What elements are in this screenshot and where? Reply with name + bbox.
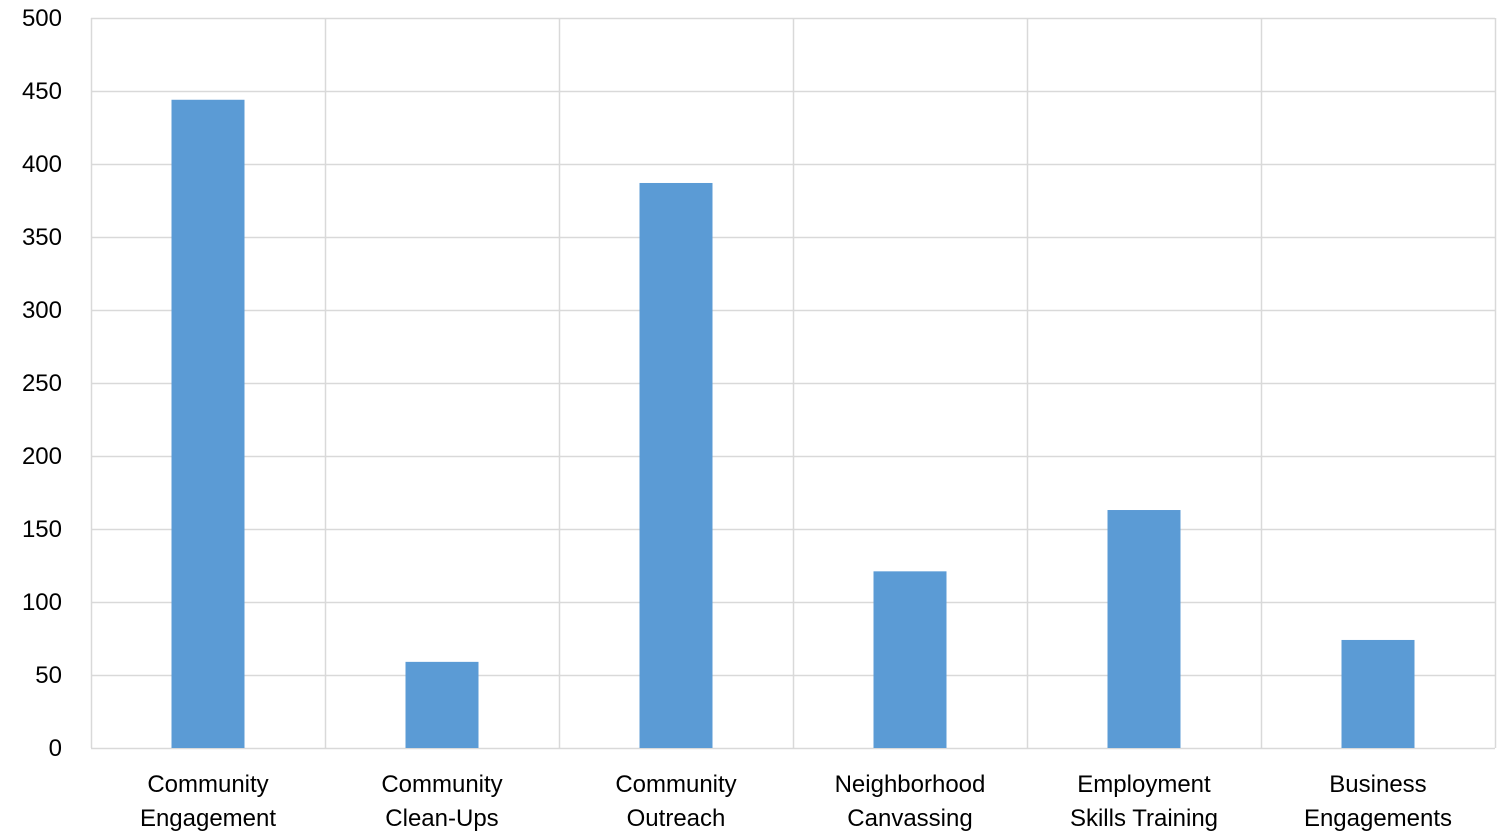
y-tick-label: 500 xyxy=(22,5,62,32)
bar xyxy=(1107,510,1181,748)
x-category-label: Employment Skills Training xyxy=(1070,771,1218,832)
y-tick-label: 0 xyxy=(49,735,62,762)
x-category-label-line: Community xyxy=(381,771,502,798)
x-category-label-line: Outreach xyxy=(627,805,726,832)
y-tick-label: 250 xyxy=(22,370,62,397)
x-category-label-line: Canvassing xyxy=(847,805,972,832)
x-category-label-line: Engagement xyxy=(140,805,276,832)
y-tick-label: 400 xyxy=(22,151,62,178)
bar xyxy=(873,571,947,748)
x-category-label: Community Outreach xyxy=(615,771,736,832)
bars xyxy=(171,99,1415,749)
y-tick-label: 300 xyxy=(22,297,62,324)
x-category-label-line: Business xyxy=(1329,771,1426,798)
x-category-label-line: Skills Training xyxy=(1070,805,1218,832)
x-category-label: Community Clean-Ups xyxy=(381,771,502,832)
bar xyxy=(1341,639,1415,748)
x-category-label-line: Community xyxy=(615,771,736,798)
bar xyxy=(171,99,245,748)
y-tick-label: 100 xyxy=(22,589,62,616)
y-tick-label: 50 xyxy=(35,662,62,689)
y-axis-tick-labels: 0 50 100 150 200 250 300 350 400 450 500 xyxy=(22,5,62,762)
x-category-label-line: Neighborhood xyxy=(835,771,986,798)
bar xyxy=(405,661,479,748)
x-category-label: Business Engagements xyxy=(1304,771,1452,832)
x-category-label-line: Employment xyxy=(1077,771,1211,798)
y-tick-label: 450 xyxy=(22,78,62,105)
y-tick-label: 350 xyxy=(22,224,62,251)
bar xyxy=(639,182,713,749)
x-category-label: Neighborhood Canvassing xyxy=(835,771,986,832)
x-category-label-line: Clean-Ups xyxy=(385,805,498,832)
x-category-label-line: Engagements xyxy=(1304,805,1452,832)
gridlines xyxy=(90,17,1497,750)
x-category-label-line: Community xyxy=(147,771,268,798)
y-tick-label: 200 xyxy=(22,443,62,470)
x-category-label: Community Engagement xyxy=(140,771,276,832)
y-tick-label: 150 xyxy=(22,516,62,543)
